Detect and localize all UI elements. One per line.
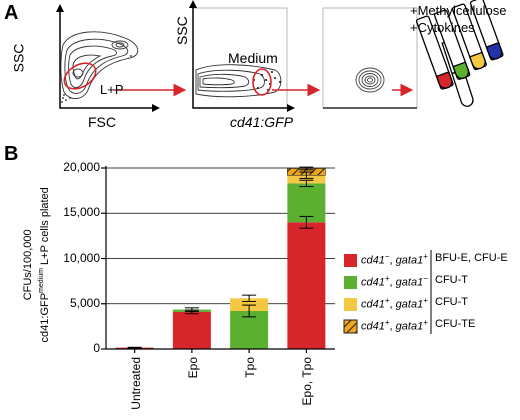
legend-gene1: cd41 [361, 320, 385, 333]
legend-entry-2: cd41+, gata1+ [361, 296, 428, 311]
ytick-label-0: 0 [93, 341, 100, 355]
legend-gene2: gata1 [395, 298, 424, 311]
legend-sign1: + [384, 274, 390, 283]
legend-gene1: cd41 [361, 254, 385, 267]
legend-swatch-2 [344, 298, 357, 311]
xtick-label-0: Untreated [128, 357, 143, 410]
legend-sep: , [389, 320, 396, 333]
panel-a-letter: A [4, 2, 19, 24]
legend-entry-3: cd41+, gata1+ [361, 318, 428, 333]
chart-ylabel: CFUs/100,000 cd41:GFPmedium L+P cells pl… [22, 160, 52, 370]
flow-plot-fsc-ssc [56, 4, 160, 112]
legend-gene2: gata1 [395, 276, 424, 289]
legend-sign2: + [423, 318, 428, 327]
plot1-xlabel: FSC [88, 114, 116, 130]
flow-plot-gfp-ssc [189, 0, 295, 112]
legend-sep: , [389, 298, 396, 311]
plot1-gate-label: L+P [100, 82, 124, 97]
legend-sign2: − [423, 274, 428, 283]
xtick-label-1: Epo [185, 357, 200, 379]
bar-3-series-1 [287, 183, 326, 223]
bar-3-series-0 [287, 222, 326, 349]
ytick-label-2: 10,000 [63, 250, 100, 265]
bar-3-series-2 [287, 175, 326, 184]
flow-plot-gated [322, 7, 418, 109]
legend-gene2: gata1 [395, 320, 424, 333]
legend-gene1: cd41 [361, 276, 385, 289]
legend-gene1: cd41 [361, 298, 385, 311]
legend-gene2: gata1 [395, 254, 424, 267]
ytick-label-4: 20,000 [63, 160, 100, 174]
legend-swatch-3 [343, 319, 358, 334]
plot2-ylabel: SSC [174, 16, 190, 45]
ylabel-line2: cd41:GFPmedium L+P cells plated [35, 160, 52, 370]
plot1-ylabel: SSC [10, 43, 27, 73]
ylabel-line1: CFUs/100,000 [22, 229, 35, 301]
culture-tubes [415, 0, 504, 107]
legend-sign2: + [423, 296, 428, 305]
culture-line1: +Methylcellulose [410, 3, 507, 18]
legend-sign1: + [384, 318, 390, 327]
culture-line2: +Cytokines [410, 20, 475, 35]
plot2-xlabel: cd41:GFP [230, 114, 294, 130]
legend-sep: , [389, 254, 396, 267]
legend-label-0: BFU-E, CFU-E [435, 252, 508, 264]
ytick-label-3: 15,000 [63, 205, 100, 220]
legend-sign1: + [384, 296, 390, 305]
legend-sign2: + [423, 252, 428, 261]
legend-label-2: CFU-T [435, 296, 468, 308]
ylabel-line2-sup: medium [38, 268, 46, 293]
legend-label-3: CFU-TE [435, 318, 476, 330]
legend-entry-0: cd41−, gata1+ [361, 252, 428, 267]
legend-label-1: CFU-T [435, 274, 468, 286]
legend-swatch-0 [344, 254, 357, 267]
legend-sign1: − [384, 252, 390, 261]
legend-swatches [343, 254, 358, 334]
legend-sep: , [389, 276, 396, 289]
ytick-label-1: 5,000 [69, 295, 100, 310]
plot2-gate-label: Medium [228, 50, 278, 66]
panel-b-letter: B [4, 143, 19, 165]
xtick-label-3: Epo, Tpo [300, 357, 315, 406]
legend-entry-1: cd41+, gata1− [361, 274, 428, 289]
xtick-label-2: Tpo [243, 357, 258, 378]
bar-1-series-0 [172, 311, 211, 349]
legend-swatch-1 [344, 276, 357, 289]
stacked-bar-chart [101, 166, 335, 353]
